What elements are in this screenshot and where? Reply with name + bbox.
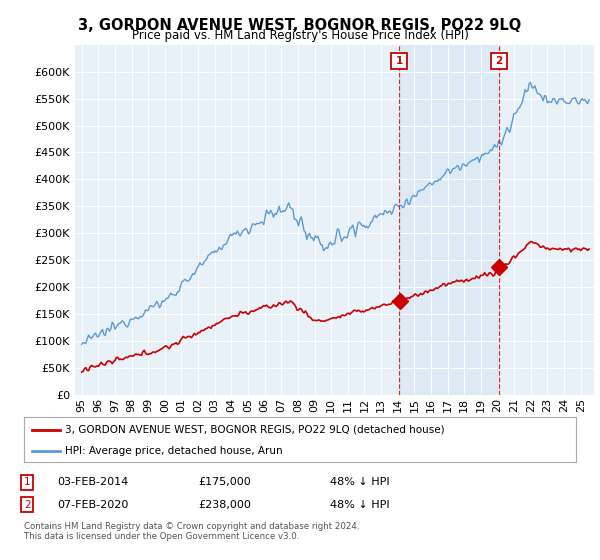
- Text: 1: 1: [24, 477, 31, 487]
- Text: £238,000: £238,000: [198, 500, 251, 510]
- Text: 03-FEB-2014: 03-FEB-2014: [57, 477, 128, 487]
- Text: 3, GORDON AVENUE WEST, BOGNOR REGIS, PO22 9LQ: 3, GORDON AVENUE WEST, BOGNOR REGIS, PO2…: [79, 18, 521, 33]
- Text: 48% ↓ HPI: 48% ↓ HPI: [330, 500, 389, 510]
- Text: 2: 2: [24, 500, 31, 510]
- Text: 2: 2: [496, 56, 503, 66]
- Text: Contains HM Land Registry data © Crown copyright and database right 2024.
This d: Contains HM Land Registry data © Crown c…: [24, 522, 359, 542]
- Text: £175,000: £175,000: [198, 477, 251, 487]
- Text: HPI: Average price, detached house, Arun: HPI: Average price, detached house, Arun: [65, 446, 283, 456]
- Text: 48% ↓ HPI: 48% ↓ HPI: [330, 477, 389, 487]
- Text: 3, GORDON AVENUE WEST, BOGNOR REGIS, PO22 9LQ (detached house): 3, GORDON AVENUE WEST, BOGNOR REGIS, PO2…: [65, 424, 445, 435]
- Text: Price paid vs. HM Land Registry's House Price Index (HPI): Price paid vs. HM Land Registry's House …: [131, 29, 469, 42]
- Bar: [400, 45, 499, 395]
- Text: 1: 1: [396, 56, 403, 66]
- Text: 07-FEB-2020: 07-FEB-2020: [57, 500, 128, 510]
